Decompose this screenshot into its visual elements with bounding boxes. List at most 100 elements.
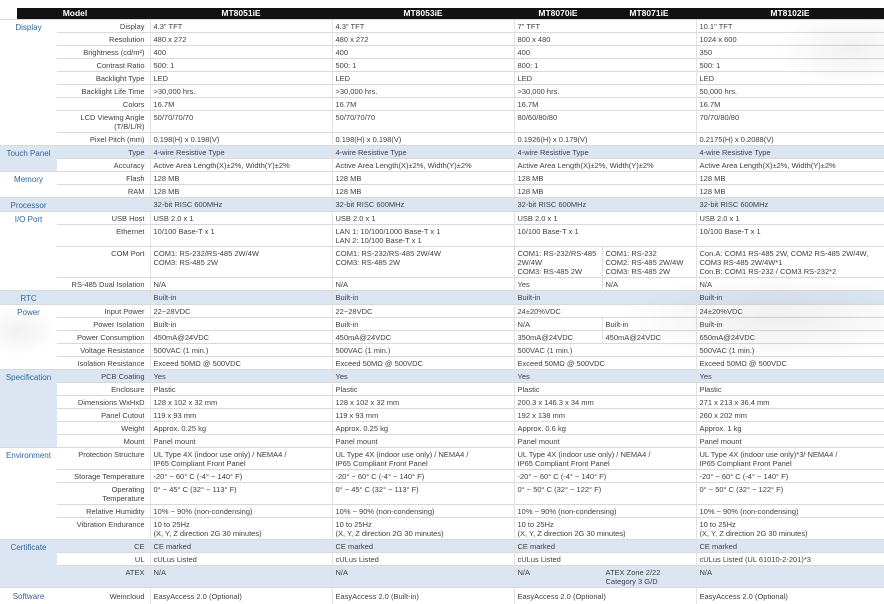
spec-cell: >30,000 hrs. — [514, 85, 696, 98]
spec-cell: Panel mount — [696, 435, 884, 448]
spec-cell: Built-in — [696, 318, 884, 331]
spec-cell: 22~28VDC — [150, 305, 332, 318]
spec-cell: 10/100 Base-T x 1 — [696, 225, 884, 247]
row-label: UL — [57, 553, 150, 566]
spec-cell: 32-bit RISC 600MHz — [332, 198, 514, 212]
model-column-header: MT8070iE — [514, 8, 602, 20]
spec-cell: Exceed 50MΩ @ 500VDC — [696, 357, 884, 370]
spec-cell: 70/70/80/80 — [696, 111, 884, 133]
spec-cell: 200.3 x 146.3 x 34 mm — [514, 396, 696, 409]
spec-cell: 10 to 25Hz (X, Y, Z direction 2G 30 minu… — [514, 518, 696, 540]
spec-cell: 260 x 202 mm — [696, 409, 884, 422]
row-label — [57, 291, 150, 305]
spec-cell: COM1: RS-232 COM2: RS-485 2W/4W COM3: RS… — [602, 247, 696, 278]
spec-cell: 4.3" TFT — [332, 20, 514, 33]
row-label: Type — [57, 146, 150, 159]
spec-cell: 0° ~ 50° C (32° ~ 122° F) — [696, 483, 884, 505]
spec-cell: 400 — [150, 46, 332, 59]
spec-cell: CE marked — [332, 540, 514, 553]
spec-cell: -20° ~ 60° C (-4° ~ 140° F) — [150, 470, 332, 483]
spec-cell: Active Area Length(X)±2%, Width(Y)±2% — [696, 159, 884, 172]
model-column-header: MT8051iE — [150, 8, 332, 20]
row-label: Accuracy — [57, 159, 150, 172]
spec-cell: COM1: RS-232/RS-485 2W/4W COM3: RS-485 2… — [150, 247, 332, 278]
row-label: COM Port — [57, 247, 150, 278]
spec-cell: 500: 1 — [150, 59, 332, 72]
spec-cell: EasyAccess 2.0 (Optional) — [150, 588, 332, 604]
spec-cell: UL Type 4X (indoor use only) / NEMA4 / I… — [514, 448, 696, 470]
spec-cell: N/A — [696, 566, 884, 588]
row-label: Isolation Resistance — [57, 357, 150, 370]
spec-cell: Approx. 0.25 kg — [150, 422, 332, 435]
spec-cell: Plastic — [514, 383, 696, 396]
spec-cell: Active Area Length(X)±2%, Width(Y)±2% — [150, 159, 332, 172]
row-label: Enclosure — [57, 383, 150, 396]
spec-cell: N/A — [150, 278, 332, 291]
spec-cell: 128 MB — [514, 185, 696, 198]
spec-cell: 400 — [332, 46, 514, 59]
spec-cell: Yes — [332, 370, 514, 383]
spec-cell: 500: 1 — [696, 59, 884, 72]
spec-cell: 119 x 93 mm — [332, 409, 514, 422]
row-label: Pixel Pitch (mm) — [57, 133, 150, 146]
spec-cell: N/A — [696, 278, 884, 291]
spec-cell: 480 x 272 — [332, 33, 514, 46]
spec-cell: Built-in — [332, 318, 514, 331]
spec-cell: 4-wire Resistive Type — [332, 146, 514, 159]
spec-cell: CE marked — [514, 540, 696, 553]
row-label: Display — [57, 20, 150, 33]
spec-cell: USB 2.0 x 1 — [514, 212, 696, 225]
section-label: I/O Port — [0, 212, 57, 291]
section-label: Specification — [0, 370, 57, 448]
spec-cell: N/A — [514, 566, 602, 588]
spec-cell: 271 x 213 x 36.4 mm — [696, 396, 884, 409]
spec-cell: cULus Listed (UL 61010-2-201)*3 — [696, 553, 884, 566]
spec-cell: -20° ~ 60° C (-4° ~ 140° F) — [696, 470, 884, 483]
spec-cell: LED — [696, 72, 884, 85]
spec-cell: 24±20%VDC — [696, 305, 884, 318]
row-label: CE — [57, 540, 150, 553]
row-label: RS-485 Dual Isolation — [57, 278, 150, 291]
spec-cell: 128 MB — [332, 185, 514, 198]
spec-cell: 128 MB — [514, 172, 696, 185]
spec-cell: 0.198(H) x 0.198(V) — [150, 133, 332, 146]
row-label: Protection Structure — [57, 448, 150, 470]
section-label: Processor — [0, 198, 57, 212]
spec-cell: Plastic — [150, 383, 332, 396]
spec-cell: CE marked — [150, 540, 332, 553]
spec-cell: LED — [332, 72, 514, 85]
spec-cell: 10.1" TFT — [696, 20, 884, 33]
section-label: Environment — [0, 448, 57, 540]
row-label: Brightness (cd/m²) — [57, 46, 150, 59]
spec-cell: Plastic — [332, 383, 514, 396]
spec-cell: CE marked — [696, 540, 884, 553]
row-label: Storage Temperature — [57, 470, 150, 483]
spec-cell: 500VAC (1 min.) — [514, 344, 696, 357]
spec-cell: Active Area Length(X)±2%, Width(Y)±2% — [514, 159, 696, 172]
spec-cell: USB 2.0 x 1 — [696, 212, 884, 225]
spec-cell: EasyAccess 2.0 (Optional) — [514, 588, 696, 604]
table-row: Backlight Life Time>30,000 hrs.>30,000 h… — [0, 85, 884, 98]
spec-cell: Yes — [514, 278, 602, 291]
spec-cell: Panel mount — [150, 435, 332, 448]
spec-cell: 128 x 102 x 32 mm — [150, 396, 332, 409]
spec-cell: 0° ~ 50° C (32° ~ 122° F) — [514, 483, 696, 505]
spec-cell: Built-in — [514, 291, 696, 305]
spec-cell: 10 to 25Hz (X, Y, Z direction 2G 30 minu… — [150, 518, 332, 540]
section-label: Power — [0, 305, 57, 370]
spec-cell: 0.198(H) x 0.198(V) — [332, 133, 514, 146]
